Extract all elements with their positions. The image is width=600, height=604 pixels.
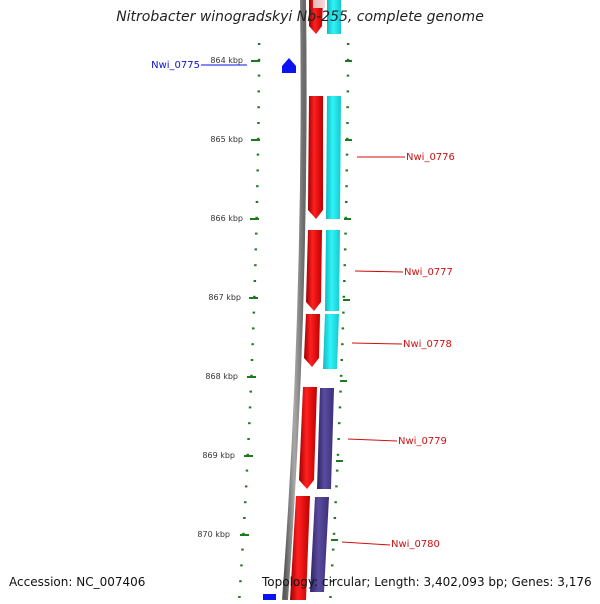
gene-band-nwi-0777[interactable] <box>325 230 340 311</box>
cds-feature-nwi-0779[interactable] <box>299 387 317 489</box>
accession-label: Accession: NC_007406 <box>9 575 146 589</box>
gene-label-nwi-0777[interactable]: Nwi_0777 <box>404 267 453 278</box>
scale-label: 868 kbp <box>205 372 238 381</box>
gene-label-nwi-0775[interactable]: Nwi_0775 <box>151 60 200 71</box>
gene-label-nwi-0778[interactable]: Nwi_0778 <box>403 339 452 350</box>
genome-backbone <box>282 0 307 601</box>
minor-ticks-left <box>238 43 261 598</box>
cds-feature-nwi-0780[interactable] <box>290 496 310 600</box>
gene-band-nwi-0776[interactable] <box>326 96 341 219</box>
scale-label: 864 kbp <box>210 56 243 65</box>
gene-band-nwi-0780[interactable] <box>310 497 329 592</box>
scale-label: 869 kbp <box>202 451 235 460</box>
gene-features <box>263 0 341 600</box>
leader-line-nwi-0780 <box>341 541 391 546</box>
gene-band-nwi-0778[interactable] <box>323 314 339 369</box>
genome-summary-label: Topology: circular; Length: 3,402,093 bp… <box>262 575 592 589</box>
cds-feature-nwi-0776[interactable] <box>308 96 323 219</box>
cds-feature-nwi-0778[interactable] <box>304 314 320 367</box>
scale-label: 866 kbp <box>210 214 243 223</box>
gene-band-nwi-0779[interactable] <box>317 388 334 489</box>
gene-label-nwi-0780[interactable]: Nwi_0780 <box>391 539 440 550</box>
minor-ticks-right <box>329 43 350 598</box>
gene-labels: Nwi_0775 Nwi_0776 Nwi_0777 Nwi_0778 Nwi_… <box>151 60 455 550</box>
scale-label: 870 kbp <box>197 530 230 539</box>
gene-label-nwi-0776[interactable]: Nwi_0776 <box>406 152 455 163</box>
scale-bar: 864 kbp 865 kbp 866 kbp 867 kbp 868 kbp … <box>197 56 352 541</box>
cds-feature-nwi-0777[interactable] <box>306 230 322 311</box>
gene-band-top-faded <box>313 0 325 8</box>
gene-marker-bottom <box>263 594 276 600</box>
cds-feature-top <box>309 0 323 34</box>
leader-line-nwi-0778 <box>351 342 403 345</box>
gene-band-top <box>327 0 341 34</box>
leader-line-nwi-0777 <box>354 270 404 273</box>
map-title: Nitrobacter winogradskyi Nb-255, complet… <box>116 9 484 25</box>
gene-marker-nwi-0775[interactable] <box>282 58 296 73</box>
scale-label: 867 kbp <box>208 293 241 302</box>
leader-line-nwi-0779 <box>347 438 398 442</box>
gene-label-nwi-0779[interactable]: Nwi_0779 <box>398 436 447 447</box>
scale-label: 865 kbp <box>210 135 243 144</box>
